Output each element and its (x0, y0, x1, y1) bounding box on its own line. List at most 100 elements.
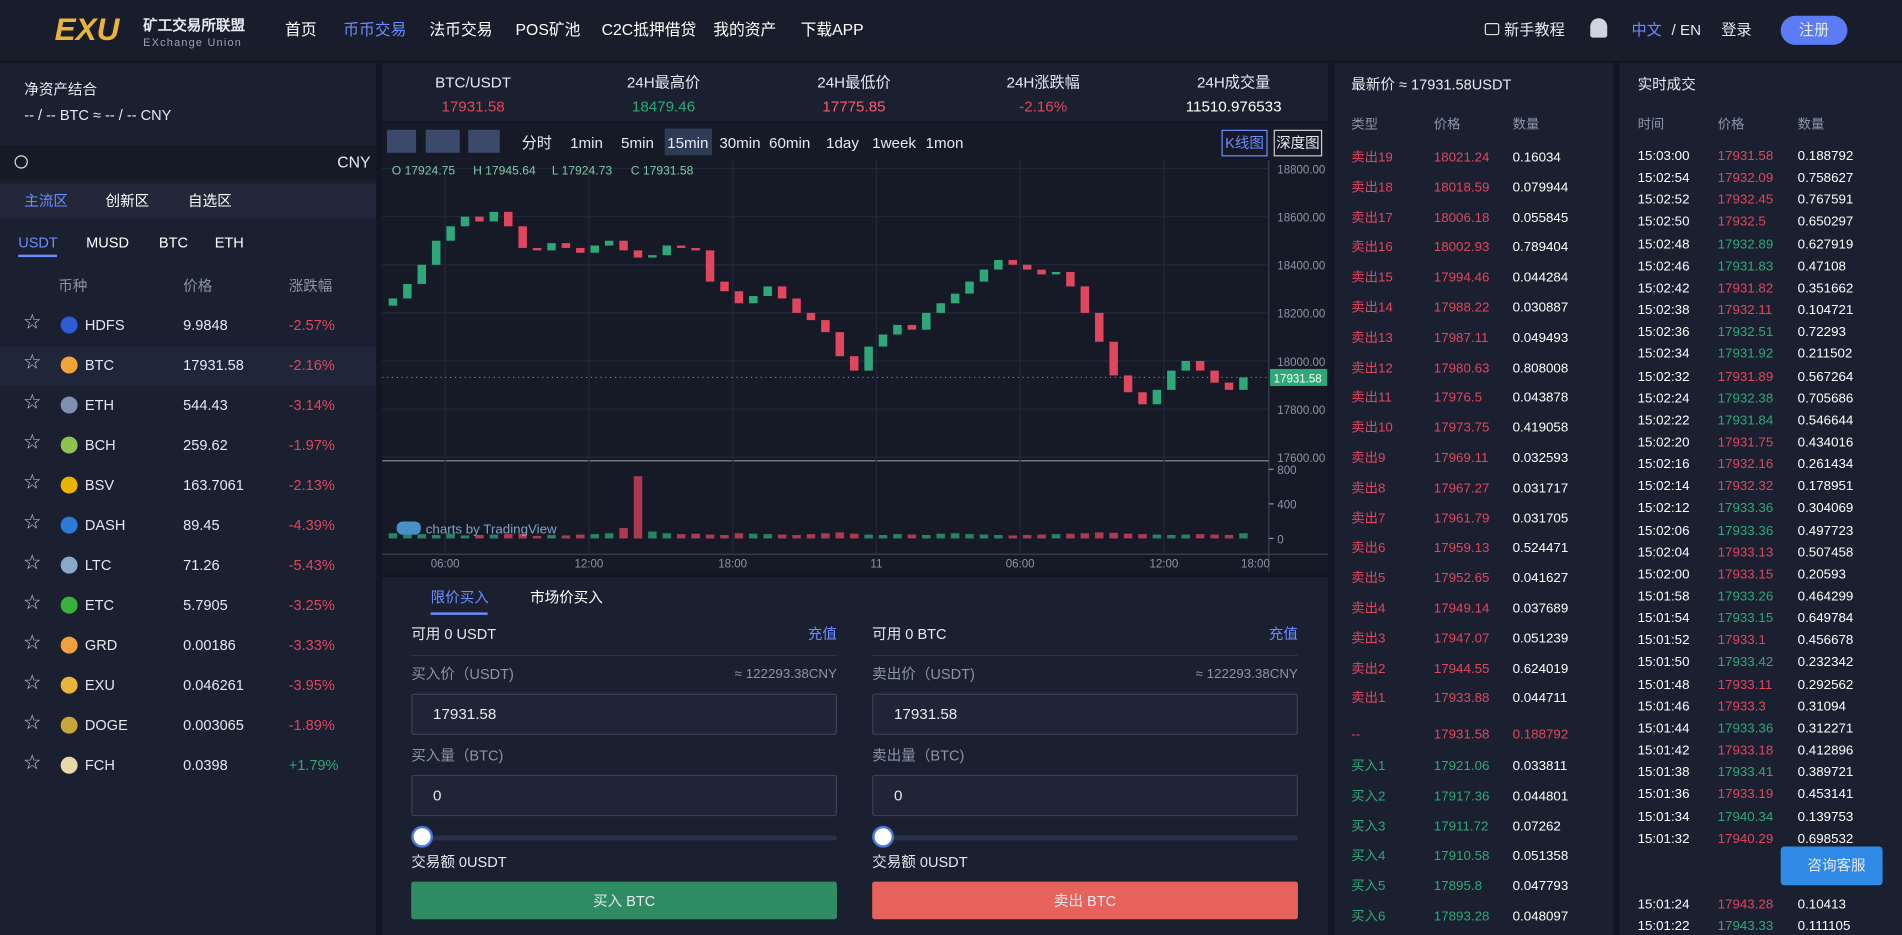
nav-item[interactable]: 币币交易 (343, 20, 407, 39)
coin-name[interactable]: ETC (84, 596, 115, 614)
nav-item[interactable]: 法币交易 (429, 20, 493, 39)
candle-body (1051, 271, 1061, 275)
interval-button[interactable]: 1mon (925, 134, 964, 152)
favorite-star[interactable]: ☆ (23, 710, 42, 734)
base-tab[interactable]: USDT (18, 234, 58, 252)
lang-zh[interactable]: 中文 (1631, 21, 1662, 39)
kline-box[interactable] (1221, 129, 1268, 157)
coin-name[interactable]: DASH (84, 516, 126, 534)
amount-input[interactable] (872, 774, 1298, 817)
coin-name[interactable]: GRD (84, 636, 118, 654)
submit-button[interactable] (872, 881, 1298, 920)
favorite-star[interactable]: ☆ (23, 390, 42, 414)
price-value[interactable]: 17931.58 (893, 705, 958, 723)
ticker-value: 17775.85 (822, 98, 886, 116)
lang-en[interactable]: / EN (1671, 21, 1702, 39)
interval-button[interactable]: 30min (719, 134, 761, 152)
zone-tab[interactable]: 自选区 (188, 192, 232, 210)
nav-item[interactable]: 首页 (285, 20, 317, 39)
trade-cell: 15:01:36 (1637, 787, 1690, 803)
slider-track[interactable] (872, 835, 1298, 841)
settings-button[interactable] (386, 129, 417, 153)
amount-value[interactable]: 0 (893, 787, 903, 805)
x-tick-label: 11 (870, 559, 882, 571)
coin-name[interactable]: EXU (84, 676, 115, 694)
submit-button[interactable] (411, 881, 837, 920)
coin-name[interactable]: FCH (84, 756, 115, 774)
orderbook-cell: 卖出4 (1351, 601, 1386, 617)
favorite-star[interactable]: ☆ (23, 670, 42, 694)
favorite-star[interactable]: ☆ (23, 310, 42, 334)
price-input[interactable] (872, 693, 1298, 735)
coin-name[interactable]: ETH (84, 396, 115, 414)
interval-button[interactable]: 1day (826, 134, 859, 152)
nav-item[interactable]: C2C抵押借贷 (601, 20, 697, 39)
interval-button[interactable]: 1min (570, 134, 603, 152)
search-bar[interactable] (0, 145, 377, 180)
recharge-link[interactable]: 充值 (807, 625, 837, 643)
coin-name[interactable]: BSV (84, 476, 115, 494)
fullscreen-button[interactable] (468, 129, 500, 153)
nav-item[interactable]: POS矿池 (515, 20, 581, 39)
trade-cell: 0.698532 (1797, 831, 1854, 847)
base-tab[interactable]: MUSD (86, 234, 129, 252)
chart-panel (382, 123, 1329, 573)
favorite-star[interactable]: ☆ (23, 550, 42, 574)
slider-track[interactable] (411, 835, 837, 841)
trade-cell: 0.47108 (1797, 259, 1846, 274)
interval-button[interactable]: 5min (621, 134, 654, 152)
amount-value[interactable]: 0 (433, 787, 442, 805)
favorite-star[interactable]: ☆ (23, 510, 42, 534)
base-tab[interactable]: BTC (158, 234, 189, 252)
trade-cell: 15:01:58 (1637, 589, 1690, 604)
favorite-star[interactable]: ☆ (23, 630, 42, 654)
register-button[interactable] (1780, 15, 1848, 45)
slider-knob[interactable] (872, 825, 894, 848)
recharge-link[interactable]: 充值 (1268, 625, 1298, 643)
interval-button[interactable]: 1week (872, 134, 916, 152)
coin-change: -4.39% (288, 516, 335, 534)
volume-bar (475, 534, 484, 539)
bell-icon[interactable] (1590, 18, 1608, 38)
favorite-star[interactable]: ☆ (23, 750, 42, 774)
support-button[interactable] (1780, 846, 1883, 886)
zone-tab[interactable]: 主流区 (24, 192, 68, 210)
depth-box[interactable] (1273, 129, 1323, 157)
nav-item[interactable]: 我的资产 (713, 20, 777, 39)
trade-cell: 15:01:52 (1637, 633, 1690, 648)
indicator-button[interactable] (425, 129, 460, 153)
interval-button[interactable]: 15min (667, 134, 709, 152)
trade-tab[interactable]: 市场价买入 (530, 589, 603, 607)
base-tab[interactable]: ETH (214, 234, 244, 252)
register-label[interactable]: 注册 (1798, 21, 1830, 39)
coin-name[interactable]: HDFS (84, 316, 125, 334)
nav-item[interactable]: 下载APP (800, 20, 864, 39)
coin-name[interactable]: BTC (84, 356, 115, 374)
favorite-star[interactable]: ☆ (23, 350, 42, 374)
interval-button[interactable]: 60min (769, 134, 811, 152)
search-icon[interactable] (14, 155, 28, 169)
depth-button[interactable]: 深度图 (1276, 134, 1320, 152)
coin-name[interactable]: DOGE (84, 716, 128, 734)
slider-knob[interactable] (411, 825, 434, 848)
y-tick-label: 17600.00 (1277, 453, 1325, 465)
currency-unit[interactable]: CNY (337, 152, 371, 171)
trade-tab[interactable]: 限价买入 (430, 589, 489, 607)
kline-button[interactable]: K线图 (1225, 134, 1264, 152)
price-input[interactable] (411, 693, 837, 735)
favorite-star[interactable]: ☆ (23, 470, 42, 494)
submit-label[interactable]: 买入 BTC (592, 892, 656, 910)
submit-label[interactable]: 卖出 BTC (1053, 892, 1117, 910)
coin-name[interactable]: BCH (84, 436, 116, 454)
trade-cell: 17931.83 (1717, 259, 1774, 274)
interval-button[interactable]: 分时 (521, 134, 552, 152)
login-link[interactable]: 登录 (1721, 21, 1752, 39)
amount-input[interactable] (411, 774, 837, 817)
coin-name[interactable]: LTC (84, 556, 112, 574)
support-label[interactable]: 咨询客服 (1807, 857, 1866, 875)
zone-tab[interactable]: 创新区 (105, 192, 150, 210)
tutorial-link[interactable]: 新手教程 (1504, 21, 1565, 39)
favorite-star[interactable]: ☆ (23, 430, 42, 454)
favorite-star[interactable]: ☆ (23, 590, 42, 614)
price-value[interactable]: 17931.58 (433, 705, 497, 723)
